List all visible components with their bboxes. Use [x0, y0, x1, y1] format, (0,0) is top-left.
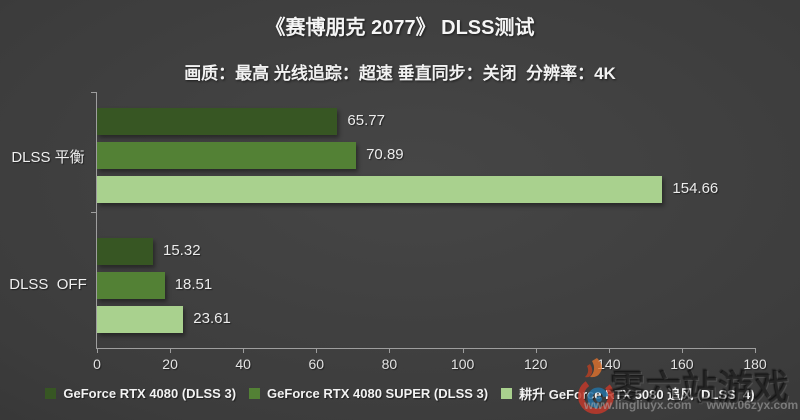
x-axis-tick-label: 80: [381, 356, 398, 372]
bar-value-label: 18.51: [174, 276, 213, 293]
legend-swatch: [45, 388, 57, 399]
legend-item: 耕升 GeForce RTX 5080 追风 (DLSS 4): [501, 384, 755, 403]
x-axis-tick: [755, 348, 756, 353]
bar: [97, 238, 153, 265]
category-label: DLSS OFF: [9, 276, 87, 293]
x-axis-tick: [170, 348, 172, 353]
chart-subtitle: 画质：最高 光线追踪：超速 垂直同步：关闭 分辨率：4K: [184, 64, 616, 83]
x-axis-tick: [608, 348, 610, 353]
y-axis-line: [96, 92, 97, 348]
x-axis-tick-label: 120: [524, 356, 548, 372]
legend-item: GeForce RTX 4080 (DLSS 3): [45, 386, 236, 401]
x-axis-tick: [535, 348, 537, 353]
x-axis-tick-label: 100: [450, 356, 475, 372]
category-label: DLSS 平衡: [11, 149, 85, 166]
bar: [97, 272, 165, 299]
y-axis-tick: [91, 212, 96, 213]
x-axis-tick: [243, 348, 245, 353]
x-axis-tick: [316, 348, 318, 353]
x-axis-tick: [97, 348, 98, 353]
legend-item: GeForce RTX 4080 SUPER (DLSS 3): [249, 386, 488, 401]
legend-swatch: [249, 388, 261, 399]
x-axis-tick: [389, 348, 391, 353]
legend-label: GeForce RTX 4080 (DLSS 3): [63, 386, 237, 401]
x-axis-tick: [462, 348, 464, 353]
bar: [97, 108, 338, 135]
bar-value-label: 70.89: [366, 146, 404, 163]
x-axis-tick-label: 140: [597, 356, 621, 372]
bar-value-label: 23.61: [193, 310, 231, 327]
x-axis-tick-label: 60: [308, 356, 325, 372]
x-axis-line: [96, 348, 756, 349]
bar: [97, 176, 663, 203]
bar: [97, 142, 357, 169]
legend-label: 耕升 GeForce RTX 5080 追风 (DLSS 4): [519, 387, 755, 402]
bar: [97, 306, 184, 333]
y-axis-tick: [91, 92, 96, 93]
legend-label: GeForce RTX 4080 SUPER (DLSS 3): [267, 386, 489, 401]
bar-value-label: 154.66: [672, 180, 719, 197]
x-axis-tick-label: 180: [743, 356, 767, 372]
chart-title: 《赛博朋克 2077》 DLSS测试: [265, 17, 535, 39]
legend-swatch: [501, 388, 513, 399]
bar-value-label: 15.32: [163, 242, 201, 259]
x-axis-tick: [681, 348, 683, 353]
x-axis-tick-label: 0: [93, 356, 101, 372]
x-axis-tick-label: 40: [235, 356, 251, 372]
x-axis-tick-label: 160: [670, 356, 694, 372]
legend: GeForce RTX 4080 (DLSS 3) GeForce RTX 408…: [0, 384, 800, 403]
bar-value-label: 65.77: [347, 112, 385, 129]
x-axis-tick-label: 20: [162, 356, 178, 372]
